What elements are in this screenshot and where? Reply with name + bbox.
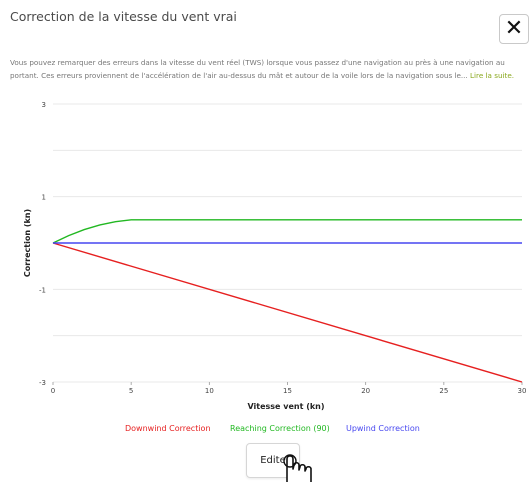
- legend-upwind[interactable]: Upwind Correction: [346, 424, 420, 433]
- edit-button-label: Edite: [260, 455, 286, 466]
- chart-legend: Downwind Correction Reaching Correction …: [0, 424, 531, 438]
- dialog-title: Correction de la vitesse du vent vrai: [10, 9, 237, 24]
- description-body: Vous pouvez remarquer des erreurs dans l…: [10, 58, 505, 80]
- x-tick-label: 30: [518, 387, 527, 395]
- x-tick-label: 10: [205, 387, 214, 395]
- y-tick-label: -1: [39, 286, 46, 294]
- close-icon: ✕: [504, 16, 524, 41]
- correction-chart: 0 5 10 15 20 25 30 3 1 -1 -3 Vitesse vent (kn) Cor…: [23, 101, 527, 411]
- x-tick-label: 5: [129, 387, 133, 395]
- x-tick-label: 0: [51, 387, 55, 395]
- x-axis-label: Vitesse vent (kn): [247, 402, 324, 411]
- legend-downwind[interactable]: Downwind Correction: [125, 424, 211, 433]
- y-axis-label: Correction (kn): [23, 209, 32, 277]
- y-tick-label: 3: [42, 101, 46, 109]
- series-line-1: [52, 219, 522, 244]
- close-button[interactable]: ✕: [499, 14, 529, 44]
- read-more-link[interactable]: Lire la suite.: [470, 70, 515, 80]
- y-tick-label: 1: [42, 194, 46, 202]
- legend-reaching[interactable]: Reaching Correction (90): [230, 424, 330, 433]
- hand-pointer-icon: [283, 454, 312, 482]
- x-tick-label: 15: [283, 387, 292, 395]
- series-line-0: [52, 242, 523, 383]
- x-tick-label: 25: [439, 387, 448, 395]
- description-text: Vous pouvez remarquer des erreurs dans l…: [10, 57, 528, 82]
- y-tick-label: -3: [39, 379, 46, 387]
- x-tick-label: 20: [361, 387, 370, 395]
